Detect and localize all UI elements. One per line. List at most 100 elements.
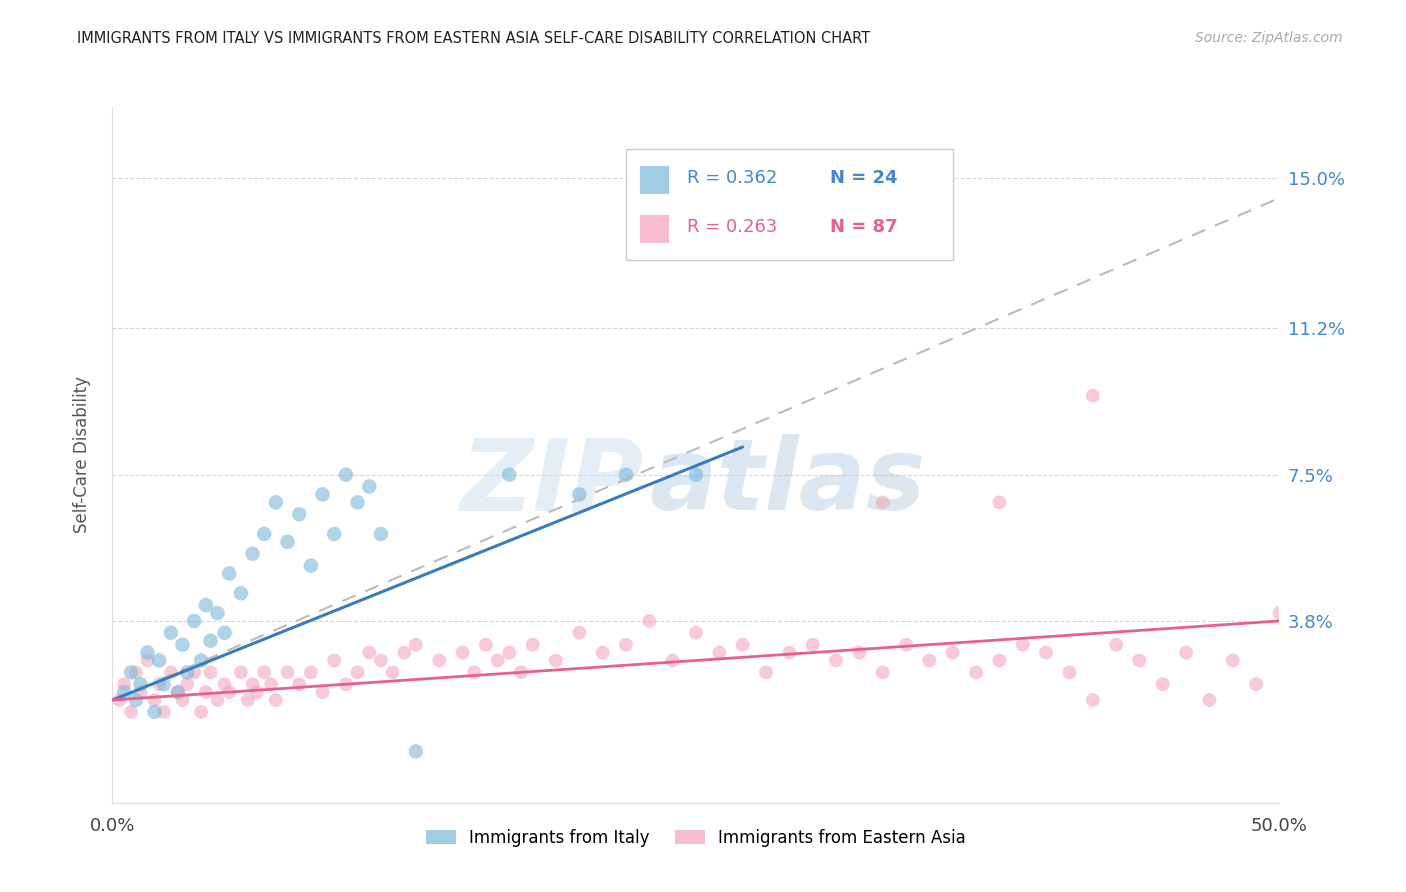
Point bbox=[709, 646, 731, 660]
Point bbox=[872, 495, 894, 509]
Point bbox=[614, 467, 637, 482]
Point bbox=[1105, 638, 1128, 652]
Point bbox=[1222, 653, 1244, 667]
Point bbox=[1303, 665, 1326, 680]
Point bbox=[264, 495, 287, 509]
Point bbox=[148, 653, 170, 667]
Point bbox=[143, 693, 166, 707]
Point bbox=[1128, 653, 1150, 667]
Point bbox=[112, 685, 135, 699]
Point bbox=[288, 677, 311, 691]
Point bbox=[486, 653, 509, 667]
Point bbox=[451, 646, 474, 660]
Point bbox=[848, 646, 870, 660]
Point bbox=[1315, 614, 1337, 628]
Point bbox=[638, 614, 661, 628]
Point bbox=[125, 693, 148, 707]
Point bbox=[592, 646, 614, 660]
Point bbox=[136, 653, 159, 667]
Point bbox=[731, 230, 754, 244]
Point bbox=[229, 665, 252, 680]
Point bbox=[120, 665, 142, 680]
Text: ZIP: ZIP bbox=[460, 434, 644, 532]
Legend: Immigrants from Italy, Immigrants from Eastern Asia: Immigrants from Italy, Immigrants from E… bbox=[419, 822, 973, 854]
Point bbox=[1268, 606, 1291, 620]
Point bbox=[112, 677, 135, 691]
Point bbox=[200, 633, 222, 648]
Text: atlas: atlas bbox=[650, 434, 925, 532]
Text: N = 87: N = 87 bbox=[830, 218, 898, 235]
Point bbox=[778, 646, 800, 660]
Point bbox=[129, 685, 152, 699]
Point bbox=[661, 653, 683, 667]
Point bbox=[125, 665, 148, 680]
Point bbox=[988, 495, 1011, 509]
Point bbox=[405, 744, 427, 758]
Point bbox=[153, 677, 176, 691]
Point bbox=[311, 685, 333, 699]
Point bbox=[242, 677, 264, 691]
Point bbox=[253, 527, 276, 541]
Point bbox=[236, 693, 259, 707]
Point bbox=[194, 598, 217, 612]
Point bbox=[214, 677, 236, 691]
Point bbox=[260, 677, 283, 691]
Point bbox=[1081, 693, 1104, 707]
Point bbox=[246, 685, 269, 699]
Point bbox=[801, 638, 824, 652]
Point bbox=[755, 665, 778, 680]
Point bbox=[136, 646, 159, 660]
FancyBboxPatch shape bbox=[626, 149, 953, 260]
Point bbox=[176, 677, 198, 691]
Point bbox=[894, 638, 917, 652]
Point bbox=[214, 625, 236, 640]
Point bbox=[988, 653, 1011, 667]
Point bbox=[207, 606, 229, 620]
Text: Source: ZipAtlas.com: Source: ZipAtlas.com bbox=[1195, 31, 1343, 45]
Point bbox=[1011, 638, 1033, 652]
Point bbox=[381, 665, 404, 680]
Point bbox=[1035, 646, 1057, 660]
Point bbox=[335, 677, 357, 691]
Point bbox=[498, 467, 520, 482]
Point bbox=[1327, 606, 1350, 620]
Point bbox=[498, 646, 520, 660]
Point bbox=[194, 685, 217, 699]
Point bbox=[614, 638, 637, 652]
Y-axis label: Self-Care Disability: Self-Care Disability bbox=[73, 376, 91, 533]
Point bbox=[218, 685, 240, 699]
Point bbox=[359, 646, 381, 660]
Point bbox=[942, 646, 965, 660]
Point bbox=[405, 638, 427, 652]
Point bbox=[229, 586, 252, 600]
Point bbox=[276, 534, 298, 549]
Point bbox=[335, 467, 357, 482]
Point bbox=[183, 614, 205, 628]
Point bbox=[463, 665, 485, 680]
Point bbox=[190, 705, 212, 719]
Text: R = 0.263: R = 0.263 bbox=[686, 218, 778, 235]
Point bbox=[160, 665, 183, 680]
Point bbox=[143, 705, 166, 719]
Point bbox=[1244, 677, 1267, 691]
Point bbox=[1292, 653, 1315, 667]
Point bbox=[207, 693, 229, 707]
Point bbox=[1081, 389, 1104, 403]
Point bbox=[1152, 677, 1174, 691]
Point bbox=[190, 653, 212, 667]
Point bbox=[544, 653, 567, 667]
Point bbox=[172, 693, 194, 707]
Point bbox=[264, 693, 287, 707]
Bar bbox=[640, 166, 669, 194]
Point bbox=[108, 693, 131, 707]
Point bbox=[522, 638, 544, 652]
Point bbox=[346, 495, 368, 509]
Point bbox=[311, 487, 333, 501]
Point bbox=[148, 677, 170, 691]
Point bbox=[242, 547, 264, 561]
Point bbox=[276, 665, 298, 680]
Text: N = 24: N = 24 bbox=[830, 169, 897, 187]
Point bbox=[1059, 665, 1081, 680]
Point bbox=[568, 625, 591, 640]
Point bbox=[120, 705, 142, 719]
